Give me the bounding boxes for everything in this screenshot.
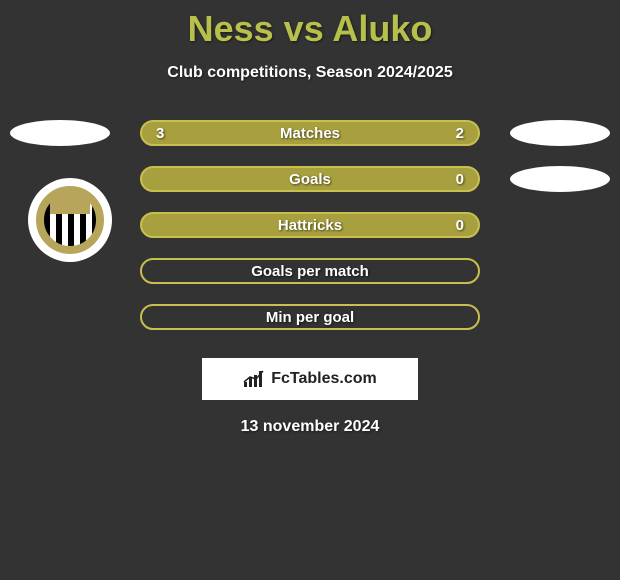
stat-pill: Goals 0 — [140, 166, 480, 192]
chart-icon — [243, 370, 265, 388]
stat-label: Min per goal — [266, 309, 354, 326]
player-oval-right — [510, 166, 610, 192]
stat-label: Hattricks — [278, 217, 342, 234]
stat-pill: Goals per match — [140, 258, 480, 284]
brand-text: FcTables.com — [271, 370, 377, 388]
page-title: Ness vs Aluko — [0, 0, 620, 50]
stat-row: 3 Matches 2 — [0, 110, 620, 156]
stat-value-right: 0 — [456, 217, 464, 234]
stat-value-right: 0 — [456, 171, 464, 188]
player-oval-left — [10, 120, 110, 146]
stat-label: Goals — [289, 171, 331, 188]
stat-pill: Min per goal — [140, 304, 480, 330]
club-crest-icon — [36, 186, 104, 254]
stat-pill: 3 Matches 2 — [140, 120, 480, 146]
stat-pill: Hattricks 0 — [140, 212, 480, 238]
stat-row: Min per goal — [0, 294, 620, 340]
brand-badge: FcTables.com — [202, 358, 418, 400]
subtitle: Club competitions, Season 2024/2025 — [0, 64, 620, 82]
club-badge-left — [28, 178, 112, 262]
stat-label: Matches — [280, 125, 340, 142]
stat-label: Goals per match — [251, 263, 369, 280]
player-oval-right — [510, 120, 610, 146]
date-text: 13 november 2024 — [0, 418, 620, 436]
stat-value-left: 3 — [156, 125, 164, 142]
stat-value-right: 2 — [456, 125, 464, 142]
